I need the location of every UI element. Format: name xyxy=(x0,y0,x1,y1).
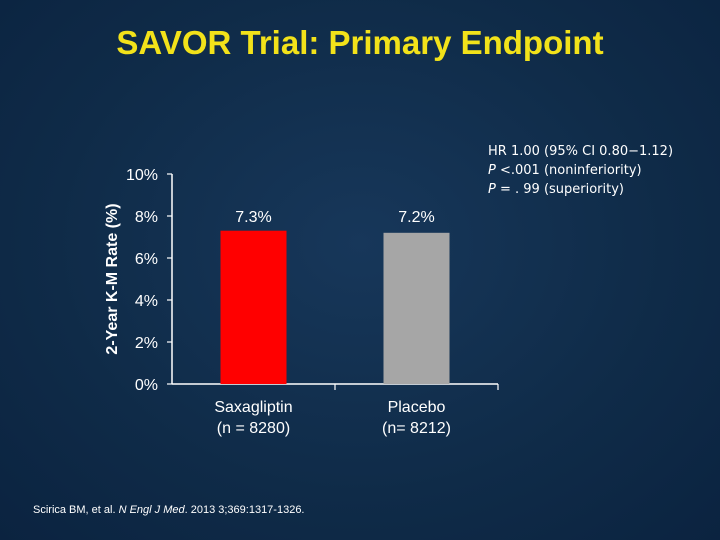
citation-journal: N Engl J Med xyxy=(118,504,185,516)
p-symbol: P xyxy=(488,163,496,178)
y-tick-label: 2% xyxy=(135,335,158,352)
superiority-value: = . 99 (superiority) xyxy=(495,182,625,197)
bar-data-label: 7.2% xyxy=(398,209,434,226)
hazard-ratio-text: HR 1.00 (95% CI 0.80−1.12) xyxy=(488,144,674,159)
y-tick-label: 10% xyxy=(126,167,158,184)
noninferiority-text: P <.001 (noninferiority) xyxy=(488,161,673,180)
y-tick-label: 8% xyxy=(135,209,158,226)
citation-details: . 2013 3;369:1317-1326. xyxy=(184,504,305,516)
x-category-label: Saxagliptin xyxy=(214,399,292,416)
citation-authors: Scirica BM, et al. xyxy=(33,504,119,516)
p-symbol: P xyxy=(488,182,496,197)
slide-title: SAVOR Trial: Primary Endpoint xyxy=(116,24,604,61)
stats-box: HR 1.00 (95% CI 0.80−1.12) P <.001 (noni… xyxy=(488,142,673,199)
y-tick-label: 6% xyxy=(135,251,158,268)
superiority-text: P = . 99 (superiority) xyxy=(488,180,673,199)
x-category-sublabel: (n= 8212) xyxy=(382,420,451,437)
bar-data-label: 7.3% xyxy=(235,209,271,226)
placebo-bar xyxy=(383,232,450,384)
x-category-label: Placebo xyxy=(388,399,446,416)
y-axis-title: 2-Year K-M Rate (%) xyxy=(104,203,121,354)
y-tick-label: 0% xyxy=(135,377,158,394)
x-category-sublabel: (n = 8280) xyxy=(217,420,290,437)
citation: Scirica BM, et al. N Engl J Med. 2013 3;… xyxy=(33,504,305,516)
y-tick-label: 4% xyxy=(135,293,158,310)
noninferiority-value: <.001 (noninferiority) xyxy=(495,163,642,178)
saxagliptin-bar xyxy=(220,230,287,384)
